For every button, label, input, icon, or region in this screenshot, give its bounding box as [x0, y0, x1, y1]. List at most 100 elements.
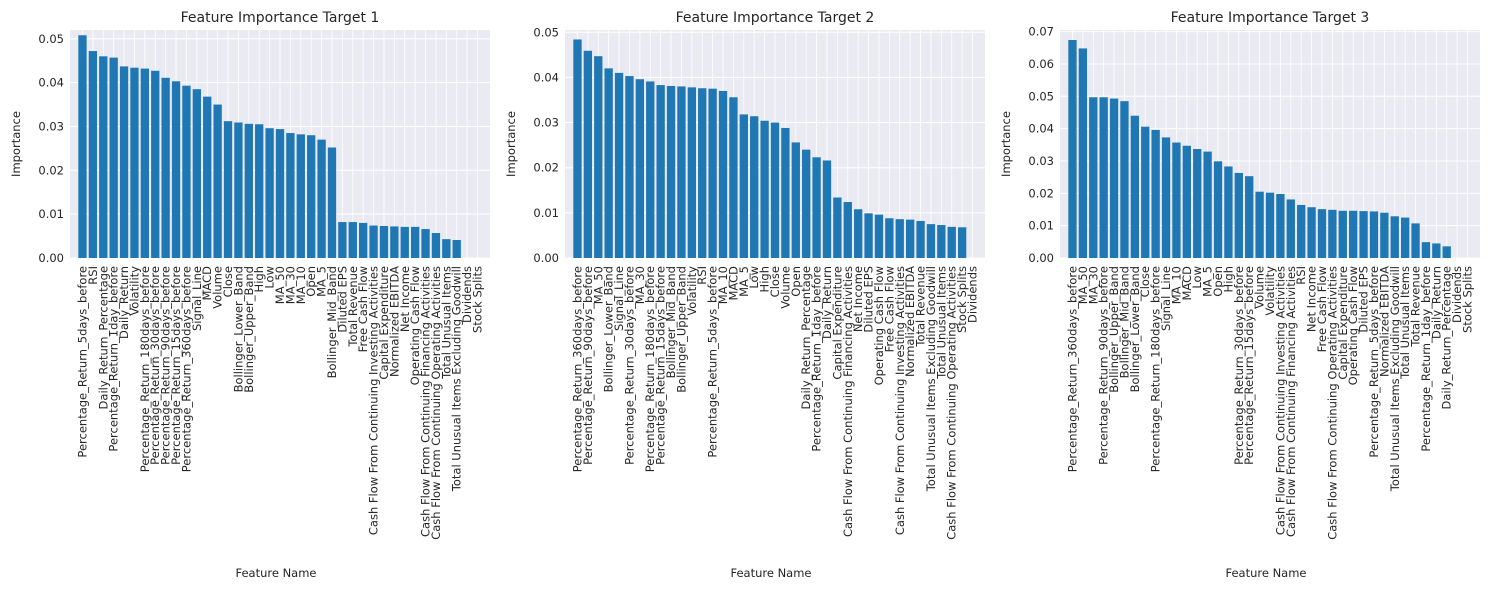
x-tick-label: Normalized EBITDA — [903, 266, 917, 377]
x-tick-label: MA_5 — [315, 266, 329, 297]
bar — [359, 222, 368, 258]
bar — [1442, 246, 1451, 258]
x-tick-label: High — [758, 266, 772, 292]
bar — [1265, 192, 1275, 258]
y-tick-label: 0.05 — [533, 25, 559, 39]
x-tick-label: Total Revenue — [1409, 266, 1423, 348]
bar — [78, 35, 87, 259]
bar — [296, 134, 305, 258]
bar — [1432, 243, 1441, 258]
x-tick-label: Low — [263, 266, 277, 289]
bar — [410, 226, 420, 258]
x-tick-label: Percentage_Return_180days_before — [138, 266, 152, 472]
bar — [369, 225, 378, 258]
x-tick-label: Cash Flow From Continuing Operating Acti… — [1325, 266, 1339, 540]
bar — [99, 56, 108, 258]
x-tick-label: Diluted EPS — [1357, 266, 1371, 333]
x-tick-label: Total Revenue — [346, 266, 360, 348]
bar — [905, 219, 915, 258]
bar — [307, 135, 316, 258]
x-tick-label: High — [1221, 266, 1235, 292]
bar — [666, 85, 676, 258]
bar — [791, 142, 800, 258]
bar — [677, 86, 686, 259]
x-tick-label: Open — [1211, 266, 1225, 297]
y-axis-label: Importance — [504, 111, 518, 177]
bar — [265, 128, 274, 258]
x-tick-label: Cash Flow From Continuing Financing Acti… — [1284, 266, 1298, 537]
bar — [1421, 242, 1431, 258]
x-tick-label: Percentage_Return_90days_before — [581, 266, 595, 465]
x-tick-label: Free Cash Flow — [356, 266, 370, 352]
chart-title: Feature Importance Target 1 — [181, 10, 380, 26]
bar — [1130, 115, 1140, 259]
x-tick-label: Bollinger_Mid_Band — [1117, 266, 1131, 378]
chart-title: Feature Importance Target 2 — [676, 10, 875, 26]
bar — [729, 97, 738, 258]
x-tick-label: Close — [221, 266, 235, 297]
x-tick-label: Bollinger_Mid_Band — [664, 266, 678, 378]
x-tick-label: Percentage_Return_360days_before — [179, 266, 193, 472]
x-tick-label: MACD — [726, 266, 740, 301]
x-tick-label: Percentage_Return_5days_before — [706, 266, 720, 458]
x-tick-label: Percentage_Return_15days_before — [654, 266, 668, 465]
x-tick-label: Operating Cash Flow — [872, 266, 886, 385]
y-tick-label: 0.01 — [533, 206, 559, 220]
bar — [234, 122, 243, 258]
x-tick-label: Open — [304, 266, 318, 297]
bar — [130, 67, 139, 258]
x-tick-label: Normalized EBITDA — [1377, 266, 1391, 377]
x-tick-label: Percentage_Return_90days_before — [1097, 266, 1111, 465]
bar — [781, 127, 790, 258]
bar — [431, 233, 441, 258]
bar — [646, 81, 655, 259]
y-tick-label: 0.06 — [1028, 57, 1054, 71]
bar — [379, 225, 389, 258]
bar — [739, 114, 748, 258]
x-tick-label: Net Income — [851, 266, 865, 332]
x-tick-label: Free Cash Flow — [882, 266, 896, 352]
bar — [1276, 193, 1285, 258]
x-tick-label: Percentage_Return_1day_before — [1419, 266, 1433, 452]
y-tick-label: 0.01 — [38, 207, 64, 221]
x-tick-label: Daily_Return — [820, 266, 834, 339]
bar — [140, 68, 150, 258]
bar — [594, 56, 603, 258]
x-tick-label: Cash Flow From Continuing Operating Acti… — [429, 266, 443, 540]
x-tick-label: Percentage_Return_1day_before — [810, 266, 824, 452]
chart-panel-3: 0.00 0.01 0.02 0.03 0.04 0.05 0.06 0.07 Percenta… — [999, 10, 1480, 580]
bar — [833, 197, 842, 258]
x-tick-label: Cash Flow From Continuing Financing Acti… — [419, 266, 433, 537]
bar — [1317, 209, 1327, 258]
bar — [1286, 199, 1295, 258]
y-tick-label: 0.04 — [38, 76, 64, 90]
bar — [1182, 145, 1191, 258]
bar — [1151, 129, 1160, 258]
x-tick-label: Cash Flow From Continuing Operating Acti… — [945, 266, 959, 540]
bar — [390, 226, 399, 258]
x-tick-label: Daily_Return_Percentage — [799, 266, 813, 409]
y-tick-label: 0.00 — [533, 251, 559, 265]
chart-title: Feature Importance Target 3 — [1171, 10, 1370, 26]
x-tick-label: Bollinger_Upper_Band — [1107, 266, 1121, 393]
bar — [770, 122, 780, 258]
bar — [687, 87, 696, 258]
y-tick-label: 0.03 — [1028, 154, 1054, 168]
bar — [1411, 223, 1420, 258]
y-axis-label: Importance — [999, 111, 1013, 177]
bar — [812, 157, 821, 258]
bar — [874, 214, 884, 258]
bar — [1307, 207, 1316, 258]
x-tick-label: MA_50 — [591, 266, 605, 304]
bar — [698, 88, 707, 259]
x-tick-label: Percentage_Return_360days_before — [1065, 266, 1079, 472]
x-tick-label: Total Revenue — [914, 266, 928, 348]
bar — [286, 133, 295, 258]
x-tick-label: Signal_Line — [190, 266, 204, 331]
x-tick-label: Percentage_Return_30days_before — [1232, 266, 1246, 465]
bar — [947, 226, 956, 258]
x-tick-label: Stock Splits — [471, 266, 485, 333]
x-tick-label: Volume — [778, 266, 792, 309]
bar — [957, 227, 967, 258]
y-tick-label: 0.02 — [1028, 186, 1054, 200]
